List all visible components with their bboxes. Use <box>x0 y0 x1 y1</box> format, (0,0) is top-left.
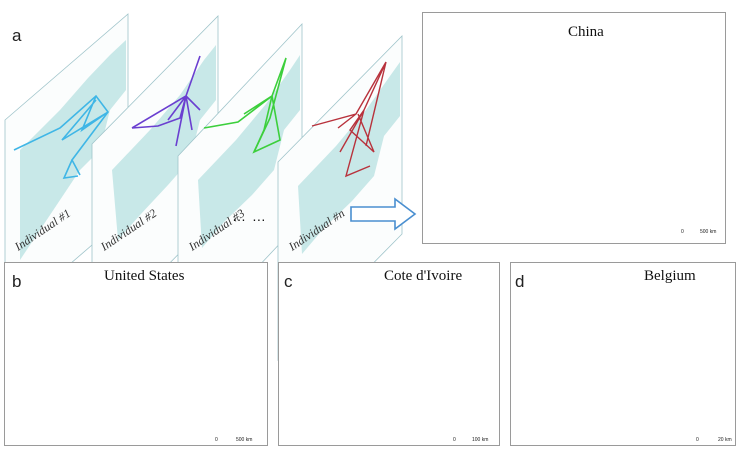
belgium-title: Belgium <box>644 268 696 284</box>
ivoire-title: Cote d'Ivoire <box>384 268 463 284</box>
individual-panel-1 <box>4 13 129 321</box>
panel-label-c: c <box>284 272 293 291</box>
belgium-scale-zero: 0 <box>696 437 699 443</box>
china-scale-zero: 0 <box>681 229 684 235</box>
trace-individual-2 <box>131 55 201 147</box>
panel-c-ivoire <box>278 262 500 446</box>
belgium-scale-dist: 20 km <box>718 437 732 443</box>
us-scale-zero: 0 <box>215 437 218 443</box>
aggregate-arrow <box>350 197 417 231</box>
panel-label-a: a <box>12 26 22 45</box>
panel-b-us <box>4 262 268 446</box>
ellipsis: … … <box>232 208 267 224</box>
panel-d-belgium <box>510 262 736 446</box>
ivoire-scale-zero: 0 <box>453 437 456 443</box>
trace-individual-3 <box>203 57 287 154</box>
us-title: United States <box>104 268 185 284</box>
us-scale-dist: 500 km <box>236 437 253 443</box>
ivoire-scale-dist: 100 km <box>472 437 489 443</box>
china-title: China <box>568 24 604 40</box>
trace-individual-n <box>311 61 387 178</box>
panel-label-b: b <box>12 272 22 291</box>
panel-a-china <box>422 12 726 244</box>
china-scale-dist: 500 km <box>700 229 717 235</box>
trace-individual-1 <box>13 94 109 179</box>
panel-label-d: d <box>515 272 525 291</box>
